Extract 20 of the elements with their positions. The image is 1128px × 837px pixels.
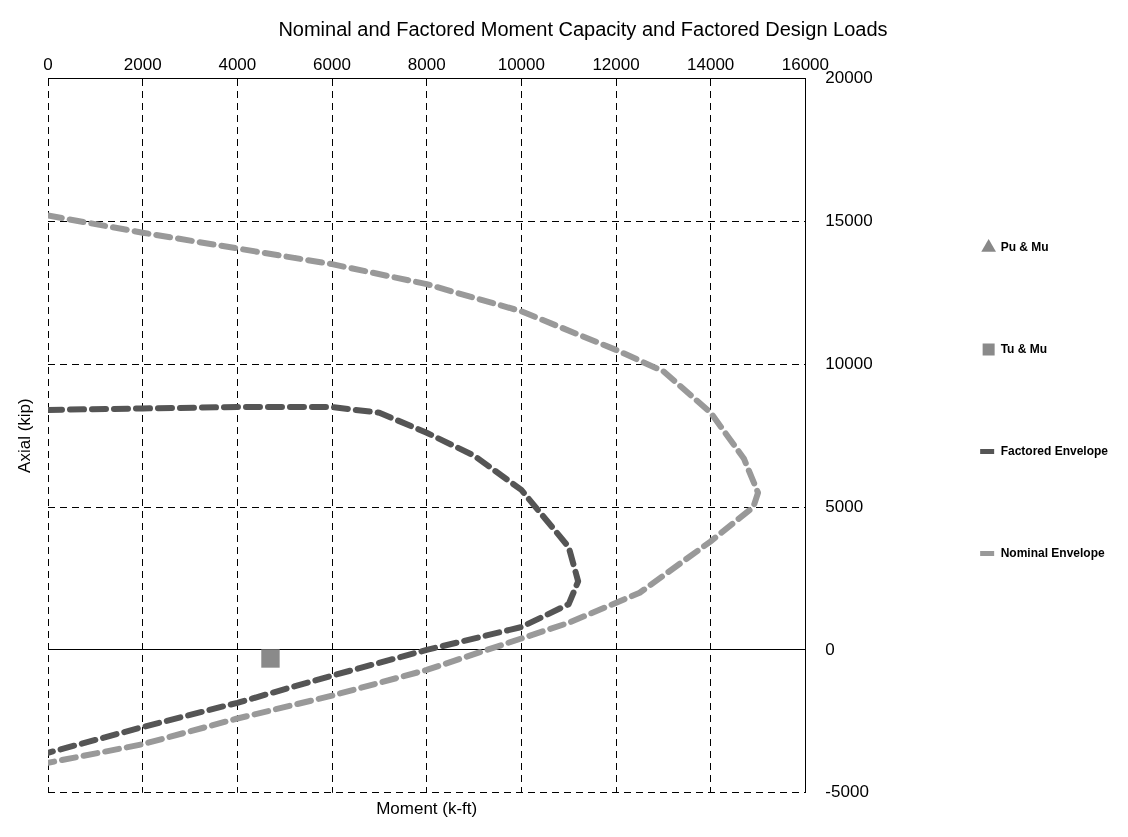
chart-title: Nominal and Factored Moment Capacity and Factored Design Loads (278, 17, 888, 40)
x-axis-title: Moment (k-ft) (376, 798, 478, 818)
y-axis-title: Axial (kip) (15, 398, 35, 473)
x-tick-label: 6000 (313, 54, 351, 74)
x-tick-label: 4000 (218, 54, 257, 74)
x-tick-label: 2000 (123, 54, 162, 74)
y-tick-label: 15000 (825, 210, 873, 230)
x-tick-label: 10000 (497, 54, 545, 74)
x-tick-label: 14000 (687, 54, 735, 74)
x-tick-label: 0 (43, 54, 53, 74)
legend-label: Pu & Mu (1000, 239, 1049, 254)
legend-label: Factored Envelope (1000, 443, 1109, 458)
y-tick-label: -5000 (825, 782, 869, 802)
y-tick-label: 0 (825, 639, 835, 659)
legend-label: Nominal Envelope (1000, 545, 1105, 560)
y-tick-label: 5000 (825, 496, 864, 516)
x-tick-label: 12000 (592, 54, 640, 74)
legend-label: Tu & Mu (1000, 341, 1048, 356)
x-tick-label: 8000 (407, 54, 446, 74)
y-tick-label: 10000 (825, 353, 873, 373)
